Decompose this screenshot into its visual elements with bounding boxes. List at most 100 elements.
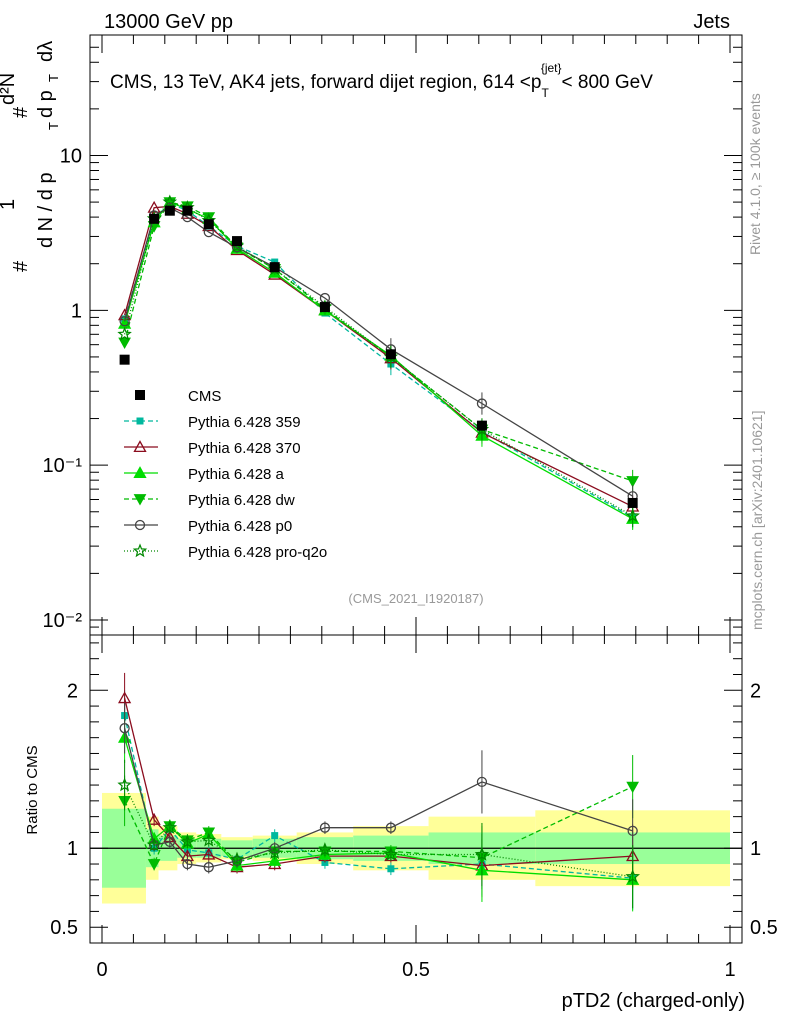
y-tick-label: 10⁻² bbox=[43, 610, 83, 632]
series-0-ratio-line bbox=[123, 715, 633, 879]
cms-data-point bbox=[269, 262, 280, 273]
x-tick-label: 0.5 bbox=[402, 959, 430, 981]
ylabel-one: 1 bbox=[0, 199, 19, 210]
cms-data-point bbox=[232, 236, 243, 247]
ylabel-t-sub-1: T bbox=[46, 122, 61, 130]
series-2-ratio-point bbox=[268, 854, 282, 866]
ylabel-hash-2: # bbox=[10, 106, 32, 118]
x-tick-label: 1 bbox=[724, 959, 735, 981]
series-1-line bbox=[123, 205, 633, 508]
legend-label-2: Pythia 6.428 a bbox=[188, 466, 285, 483]
ylabel-t-sub-2: T bbox=[46, 74, 61, 82]
y-tick-label: 1 bbox=[67, 838, 78, 860]
series-0-ratio-point bbox=[271, 832, 279, 840]
main-y-axis-label: # 1 d N / d p T # d²N d p T dλ bbox=[0, 41, 61, 272]
cms-data-point bbox=[476, 420, 487, 431]
series-4-ratio-point bbox=[119, 723, 130, 734]
x-tick-label: 0 bbox=[96, 959, 107, 981]
ylabel-dlambda: dλ bbox=[35, 41, 57, 62]
cms-data-point bbox=[627, 497, 638, 508]
series-0-ratio-point bbox=[387, 865, 395, 873]
legend-marker-cms bbox=[135, 390, 145, 400]
legend-label-4: Pythia 6.428 p0 bbox=[188, 518, 292, 535]
legend-marker-1 bbox=[133, 440, 147, 453]
analysis-watermark: (CMS_2021_I1920187) bbox=[348, 591, 483, 606]
series-5-ratio-point bbox=[317, 842, 333, 857]
series-5-point bbox=[625, 508, 640, 523]
series-5-ratio-point bbox=[625, 869, 640, 883]
series-5-point bbox=[117, 326, 132, 341]
main-plot: 10⁻² 10⁻¹ 1 10 CMS, 13 TeV, AK4 jets, forwa… bbox=[43, 34, 743, 636]
series-4-ratio-point bbox=[203, 862, 214, 873]
cms-data-point bbox=[319, 302, 330, 313]
y-tick-label: 0.5 bbox=[50, 917, 78, 939]
ylabel-dn-dpt: d N / d p bbox=[35, 172, 57, 248]
ylabel-hash-1: # bbox=[10, 260, 32, 272]
series-5-ratio-point bbox=[201, 832, 217, 847]
x-axis-label: pTD2 (charged-only) bbox=[562, 990, 745, 1012]
y-tick-label-right: 2 bbox=[750, 680, 761, 702]
series-3-ratio-point bbox=[147, 859, 161, 871]
series-5-ratio-point bbox=[162, 820, 178, 834]
legend: CMS Pythia 6.428 359 Pythia 6.428 370 Pythi… bbox=[124, 388, 327, 561]
series-3-ratio-point bbox=[626, 781, 640, 794]
y-tick-label: 10⁻¹ bbox=[43, 455, 83, 477]
series-4-ratio-point bbox=[385, 822, 397, 833]
mcplots-label: mcplots.cern.ch [arXiv:2401.10621] bbox=[749, 411, 765, 630]
series-1-ratio-point bbox=[147, 812, 161, 825]
series-5-ratio-point bbox=[229, 851, 245, 866]
legend-label-0: Pythia 6.428 359 bbox=[188, 414, 301, 431]
plot-title: CMS, 13 TeV, AK4 jets, forward dijet reg… bbox=[110, 61, 653, 100]
series-1-ratio-point bbox=[202, 847, 216, 860]
ratio-plot-frame bbox=[89, 634, 743, 944]
series-5-ratio-point bbox=[267, 845, 282, 860]
process-label: 13000 GeV pp bbox=[104, 11, 233, 33]
y-tick-label: 10 bbox=[60, 145, 82, 167]
ylabel-dp: d p bbox=[35, 90, 57, 118]
series-4-line bbox=[123, 206, 634, 497]
series-4-ratio-point bbox=[164, 836, 175, 848]
cms-data-point bbox=[164, 205, 175, 216]
jets-label: Jets bbox=[693, 11, 730, 33]
series-5-ratio-point bbox=[474, 846, 490, 861]
y-tick-label-right: 1 bbox=[750, 838, 761, 860]
legend-label-1: Pythia 6.428 370 bbox=[188, 440, 301, 457]
ylabel-d2n: d²N bbox=[0, 73, 19, 105]
series-4-ratio-point bbox=[319, 822, 331, 833]
legend-label-cms: CMS bbox=[188, 388, 221, 405]
legend-marker-2 bbox=[133, 466, 147, 479]
cms-data-point bbox=[182, 205, 193, 216]
series-5-ratio-point bbox=[146, 837, 162, 852]
series-5-ratio-point bbox=[117, 777, 132, 792]
series-4-ratio-point bbox=[627, 825, 638, 837]
series-3-ratio-line bbox=[124, 786, 633, 866]
series-4-point bbox=[476, 398, 488, 409]
series-3-point bbox=[626, 476, 640, 488]
y-tick-label: 2 bbox=[67, 680, 78, 702]
rivet-version-label: Rivet 4.1.0, ≥ 100k events bbox=[747, 93, 763, 255]
ratio-plot: 0 0.5 1 0.5 0.5 1 1 2 2 Ratio to CMS pTD2 (charg… bbox=[24, 634, 778, 1012]
cms-data-point bbox=[385, 349, 396, 360]
legend-label-5: Pythia 6.428 pro-q2o bbox=[188, 544, 327, 561]
series-4-point bbox=[119, 316, 130, 327]
cms-data-point bbox=[203, 219, 214, 230]
legend-marker-3 bbox=[133, 494, 147, 506]
legend-marker-4 bbox=[134, 519, 146, 531]
series-5-ratio-point bbox=[180, 834, 195, 849]
cms-data-point bbox=[119, 354, 130, 365]
cms-data-point bbox=[149, 213, 160, 224]
y-tick-label-right: 0.5 bbox=[750, 917, 778, 939]
legend-marker-0 bbox=[136, 417, 144, 425]
legend-label-3: Pythia 6.428 dw bbox=[188, 492, 295, 509]
series-5-point bbox=[162, 194, 178, 209]
series-3-point bbox=[118, 337, 131, 349]
ratio-y-axis-label: Ratio to CMS bbox=[24, 745, 41, 834]
series-1-ratio-point bbox=[118, 691, 132, 704]
legend-marker-5 bbox=[132, 543, 148, 558]
y-tick-label: 1 bbox=[71, 300, 82, 322]
series-5-ratio-point bbox=[383, 846, 399, 861]
series-3-point bbox=[202, 212, 216, 224]
series-4-ratio-point bbox=[182, 858, 193, 870]
series-4-ratio-point bbox=[476, 776, 488, 788]
